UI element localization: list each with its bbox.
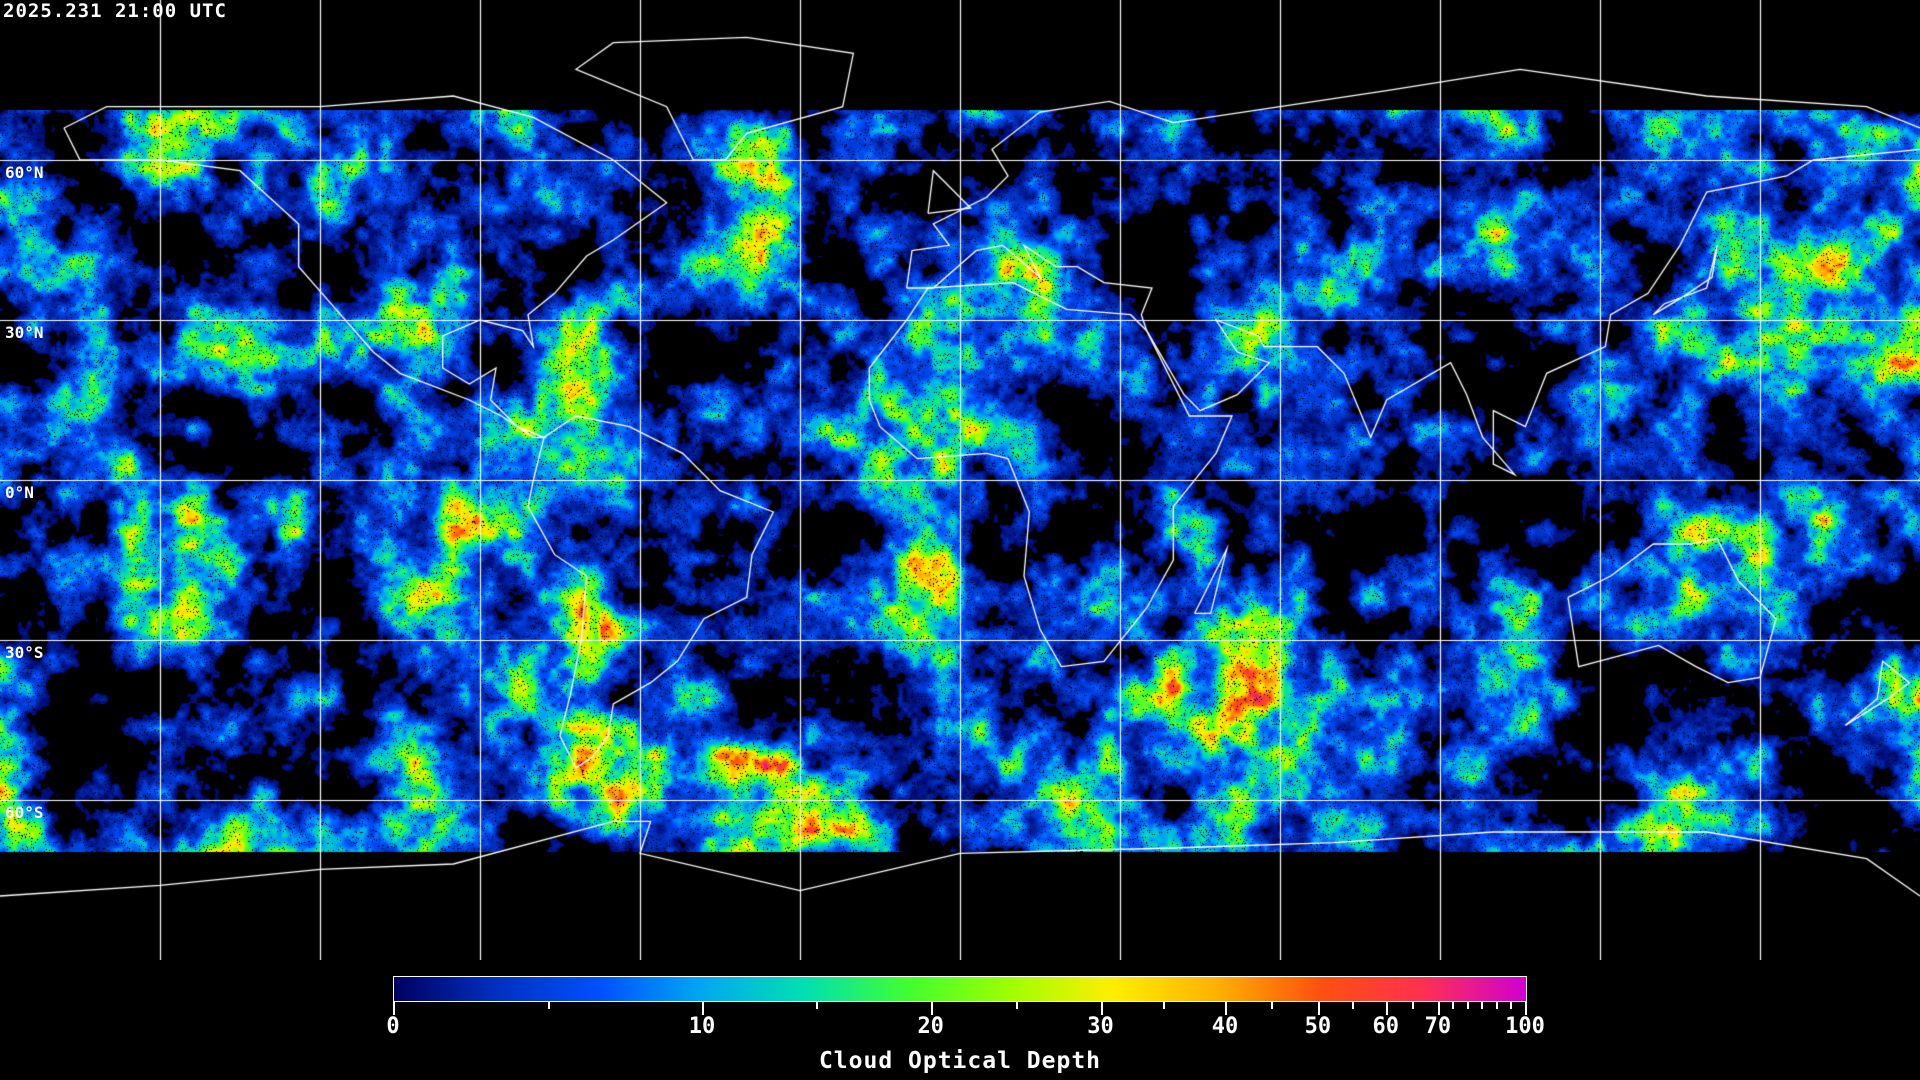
lat-label-60s: 60°S	[5, 803, 44, 822]
colorbar-label-40: 40	[1211, 1014, 1239, 1039]
colorbar-label-10: 10	[688, 1014, 716, 1039]
colorbar-title: Cloud Optical Depth	[818, 1048, 1102, 1074]
colorbar-label-0: 0	[386, 1014, 400, 1039]
colorbar-ticks	[393, 1002, 1527, 1016]
colorbar-label-20: 20	[917, 1014, 944, 1039]
colorbar-tick	[547, 1002, 550, 1009]
colorbar-tick	[1525, 1002, 1527, 1015]
colorbar-label-30: 30	[1087, 1014, 1114, 1039]
colorbar-label-70: 70	[1424, 1014, 1452, 1039]
colorbar-tick	[930, 1002, 933, 1015]
lat-label-30s: 30°S	[5, 643, 44, 662]
colorbar-tick	[1100, 1002, 1103, 1015]
colorbar	[393, 976, 1527, 1002]
colorbar-label-100: 100	[1505, 1014, 1545, 1039]
colorbar-label-60: 60	[1372, 1014, 1400, 1039]
colorbar-label-50: 50	[1304, 1014, 1332, 1039]
colorbar-tick	[1495, 1002, 1498, 1009]
colorbar-tick	[1411, 1002, 1414, 1009]
cloud-optical-depth-map	[0, 0, 1920, 960]
colorbar-tick	[1437, 1002, 1440, 1015]
lat-label-0: 0°N	[5, 483, 34, 502]
colorbar-tick	[1317, 1002, 1320, 1015]
lat-label-30n: 30°N	[5, 323, 44, 342]
colorbar-tick	[1015, 1002, 1018, 1009]
timestamp: 2025.231 21:00 UTC	[3, 0, 227, 22]
colorbar-tick	[1351, 1002, 1354, 1009]
colorbar-tick	[1510, 1002, 1513, 1009]
colorbar-tick	[1452, 1002, 1455, 1009]
colorbar-tick	[1271, 1002, 1274, 1009]
colorbar-tick	[1225, 1002, 1228, 1015]
colorbar-tick	[1481, 1002, 1484, 1009]
colorbar-tick	[1466, 1002, 1469, 1009]
lat-label-60n: 60°N	[5, 163, 44, 182]
colorbar-tick	[1385, 1002, 1388, 1015]
colorbar-tick	[702, 1002, 705, 1015]
colorbar-tick	[393, 1002, 395, 1015]
colorbar-tick	[1162, 1002, 1165, 1009]
colorbar-tick	[816, 1002, 819, 1009]
